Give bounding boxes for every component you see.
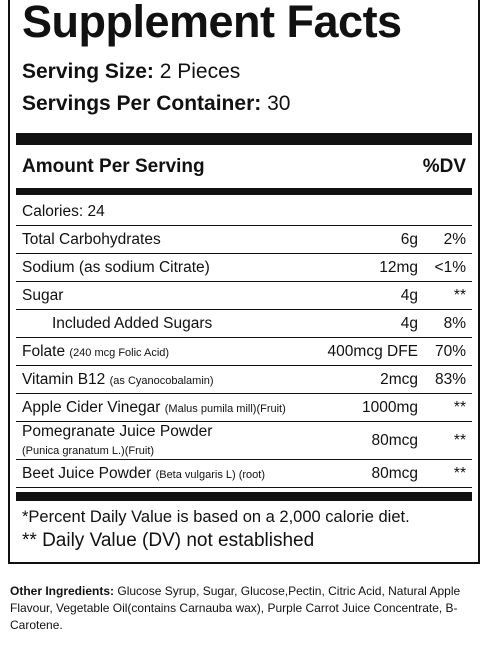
daily-value: <1%	[434, 258, 466, 276]
nutrient-name-cell: Total Carbohydrates	[22, 231, 308, 249]
nutrient-note: (Beta vulgaris L) (root)	[155, 468, 265, 481]
nutrient-name: Total Carbohydrates	[22, 230, 161, 248]
nutrient-row: Pomegranate Juice Powder (Punica granatum…	[16, 422, 472, 460]
daily-value: **	[453, 464, 466, 482]
nutrient-name-cell: Sodium (as sodium Citrate)	[22, 259, 308, 277]
label: Other Ingredients:	[10, 584, 115, 598]
daily-value: 2%	[443, 230, 466, 248]
footnote: ** Daily Value (DV) not established	[22, 530, 315, 551]
amount: 400mcg DFE	[327, 342, 418, 360]
nutrient-row: Sugar 4g **	[16, 282, 472, 310]
nutrient-row: Sodium (as sodium Citrate) 12mg <1%	[16, 254, 472, 282]
amount: 2mcg	[380, 370, 418, 388]
amount: 4g	[400, 314, 418, 332]
text: Glucose Syrup, Sugar, Glucose,Pectin, Ci…	[10, 584, 461, 632]
nutrient-name: Vitamin B12	[22, 370, 106, 388]
table-header: Amount Per Serving %DV	[22, 156, 466, 178]
dv-header: %DV	[422, 156, 466, 177]
other-ingredients: Other Ingredients: Glucose Syrup, Sugar,…	[10, 583, 482, 634]
amount: 4g	[400, 286, 418, 304]
nutrient-name-cell: Pomegranate Juice Powder (Punica granatum…	[22, 423, 308, 459]
nutrient-row: Folate (240 mcg Folic Acid) 400mcg DFE 70%	[16, 338, 472, 366]
nutrient-name: Folate	[22, 342, 66, 360]
value: 30	[267, 92, 291, 115]
nutrient-rows: Calories: 24 Total Carbohydrates 6g 2% Sodi…	[16, 198, 472, 488]
nutrient-note: (Malus pumila mill)(Fruit)	[164, 402, 286, 415]
amount-header: Amount Per Serving	[22, 156, 205, 177]
nutrient-note: (Punica granatum L.)(Fruit)	[22, 444, 155, 457]
nutrient-name-cell: Included Added Sugars	[22, 315, 308, 333]
servings-per-container: Servings Per Container: 30	[22, 92, 290, 116]
serving-size: Serving Size: 2 Pieces	[22, 60, 240, 84]
daily-value: 83%	[434, 370, 466, 388]
facts-panel: Supplement Facts Serving Size: 2 Pieces …	[8, 0, 480, 564]
nutrient-name: Sugar	[22, 286, 64, 304]
daily-value: 8%	[443, 314, 466, 332]
nutrient-name: Included Added Sugars	[52, 314, 213, 332]
title: Supplement Facts	[22, 0, 402, 47]
nutrient-row: Included Added Sugars 4g 8%	[16, 310, 472, 338]
amount: 80mcg	[371, 431, 418, 449]
nutrient-note: (as Cyanocobalamin)	[109, 374, 214, 387]
nutrient-name-cell: Sugar	[22, 287, 308, 305]
nutrient-row: Vitamin B12 (as Cyanocobalamin) 2mcg 83%	[16, 366, 472, 394]
nutrient-name-cell: Folate (240 mcg Folic Acid)	[22, 343, 308, 361]
amount: 1000mg	[361, 398, 418, 416]
medium-rule	[16, 188, 472, 195]
amount: 12mg	[379, 258, 418, 276]
label: Servings Per Container:	[22, 92, 262, 115]
nutrient-row: Total Carbohydrates 6g 2%	[16, 226, 472, 254]
nutrient-note: (240 mcg Folic Acid)	[69, 346, 170, 359]
nutrient-row: Apple Cider Vinegar (Malus pumila mill)(…	[16, 394, 472, 422]
nutrient-row: Beet Juice Powder (Beta vulgaris L) (roo…	[16, 460, 472, 488]
nutrient-name: Sodium (as sodium Citrate)	[22, 258, 210, 276]
nutrient-name-cell: Beet Juice Powder (Beta vulgaris L) (roo…	[22, 465, 308, 483]
nutrient-name-cell: Vitamin B12 (as Cyanocobalamin)	[22, 371, 308, 389]
calories-row: Calories: 24	[16, 198, 472, 226]
amount: 80mcg	[371, 464, 418, 482]
nutrient-name: Beet Juice Powder	[22, 464, 152, 482]
nutrient-name: Apple Cider Vinegar	[22, 398, 161, 416]
daily-value: **	[453, 398, 466, 416]
value: 2 Pieces	[159, 60, 241, 83]
daily-value: **	[453, 286, 466, 304]
daily-value: **	[453, 431, 466, 449]
footnote: *Percent Daily Value is based on a 2,000…	[22, 508, 410, 526]
nutrient-name-cell: Apple Cider Vinegar (Malus pumila mill)(…	[22, 399, 308, 417]
calories: Calories: 24	[22, 202, 105, 220]
amount: 6g	[400, 230, 418, 248]
daily-value: 70%	[434, 342, 466, 360]
thick-rule	[16, 133, 472, 145]
label: Serving Size:	[22, 60, 154, 83]
thick-rule	[16, 492, 472, 501]
nutrient-name: Pomegranate Juice Powder	[22, 422, 213, 440]
